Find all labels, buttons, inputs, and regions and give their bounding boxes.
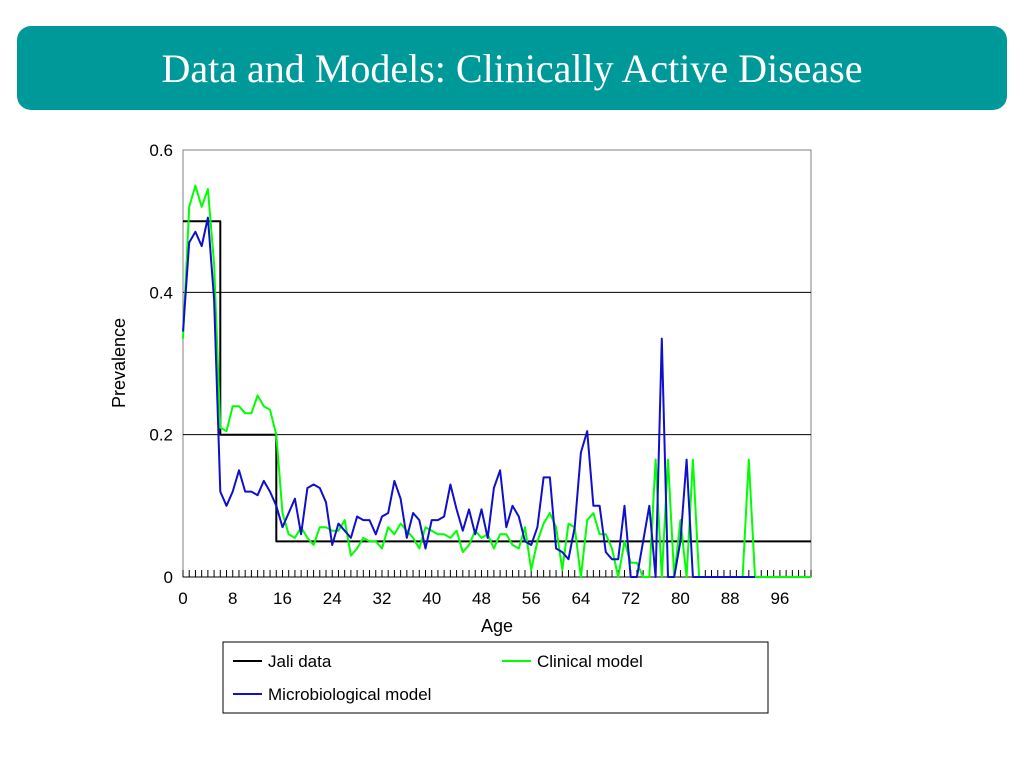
x-tick-label: 32 — [373, 589, 392, 608]
x-tick-label: 88 — [721, 589, 740, 608]
x-tick-label: 96 — [770, 589, 789, 608]
x-tick-label: 0 — [178, 589, 187, 608]
legend-box — [222, 641, 769, 714]
legend: Jali data Clinical model Microbiological… — [222, 641, 769, 714]
x-tick-label: 48 — [472, 589, 491, 608]
y-axis-title: Prevalence — [109, 318, 129, 408]
gridlines — [183, 291, 811, 436]
legend-label-jali-data: Jali data — [268, 652, 332, 671]
legend-label-clinical-model: Clinical model — [537, 652, 643, 671]
tick-labels: 0 0.2 0.4 0.6 0 8 16 24 32 40 48 56 64 72 80 88 96 — [149, 141, 789, 608]
x-tick-label: 80 — [671, 589, 690, 608]
plot-area — [182, 149, 812, 578]
series-line-jali-data — [183, 220, 811, 543]
x-tick-label: 64 — [571, 589, 590, 608]
x-tick-label: 16 — [273, 589, 292, 608]
y-tick-label: 0 — [164, 568, 173, 587]
y-tick-label: 0.6 — [149, 141, 173, 160]
x-tick-label: 24 — [323, 589, 342, 608]
x-axis-title: Age — [481, 616, 513, 636]
title-banner: Data and Models: Clinically Active Disea… — [17, 26, 1007, 110]
y-tick-label: 0.2 — [149, 426, 173, 445]
legend-label-microbiological-model: Microbiological model — [268, 685, 431, 704]
series-line-microbiological-model — [182, 216, 755, 578]
x-tick-label: 72 — [621, 589, 640, 608]
x-tick-label: 40 — [422, 589, 441, 608]
x-tick-label: 56 — [522, 589, 541, 608]
y-tick-label: 0.4 — [149, 283, 173, 302]
slide-title: Data and Models: Clinically Active Disea… — [161, 45, 863, 91]
x-tick-label: 8 — [228, 589, 237, 608]
series-lines — [182, 184, 811, 578]
